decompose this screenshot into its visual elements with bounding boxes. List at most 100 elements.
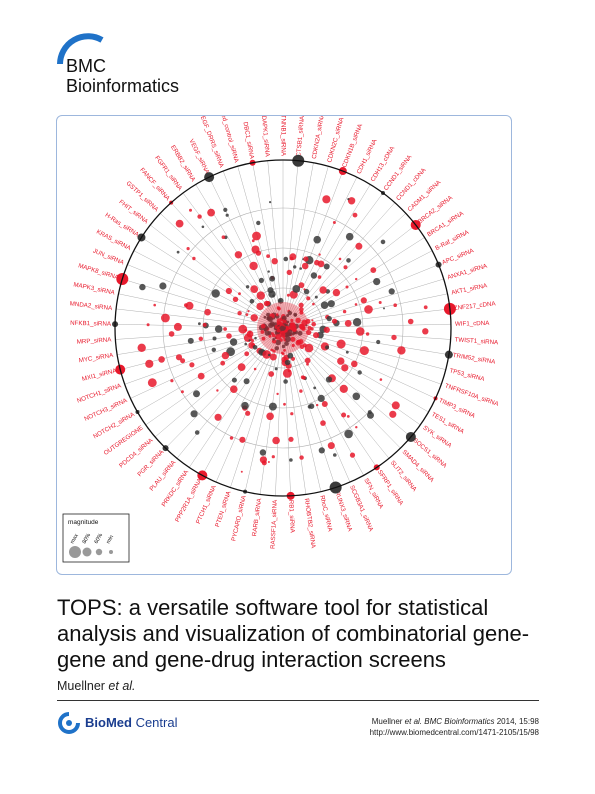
data-point [282,319,285,322]
data-point [287,369,291,373]
article-title: TOPS: a versatile software tool for stat… [57,595,530,672]
data-point [268,290,276,298]
grid-spoke [137,331,277,413]
data-point [373,278,381,286]
data-point [204,308,211,316]
publisher-name-rest: Central [131,715,178,730]
data-point [198,336,203,341]
data-point [212,336,217,341]
data-point [186,247,190,251]
data-point [407,318,414,325]
data-point [275,313,279,317]
grid-spoke [289,250,433,325]
grid-spoke [170,202,278,323]
data-point [239,436,246,443]
data-point [301,262,309,270]
grid-spoke [141,237,277,324]
citation-authors: Muellner [371,717,403,726]
grid-spoke [286,184,371,322]
data-point [336,339,346,349]
data-point [269,353,277,361]
data-point [272,436,280,445]
data-point [326,315,332,322]
data-point [354,303,358,306]
data-point [311,319,314,322]
citation-url[interactable]: http://www.biomedcentral.com/1471-2105/1… [369,728,539,737]
legend-tick: 60% [94,532,105,545]
data-point [246,330,254,338]
data-point [343,265,348,270]
data-point [264,330,270,336]
data-point [256,220,261,226]
data-point [286,320,290,324]
grid-spoke [290,331,436,399]
data-point [168,331,175,337]
data-point [308,403,315,410]
axis-label: MXI1_siRNA [81,367,118,383]
data-point [283,379,288,384]
data-point [274,346,279,351]
grid-spoke [290,328,451,340]
article-authors: Muellner et al. [57,679,136,693]
legend-tick: 80% [82,532,93,545]
axis-label: MYC_siRNA [78,352,114,365]
grid-spoke [289,237,425,324]
data-point [198,322,201,326]
data-point [289,256,294,261]
data-point [352,318,362,327]
data-point [161,313,170,323]
axis-label: RASSF1A_siRNA [270,499,279,549]
data-point [299,307,304,312]
data-point [276,328,281,333]
data-point [275,339,281,346]
data-point [341,412,347,418]
data-point [271,333,276,338]
data-point [268,402,277,411]
data-point [241,401,249,410]
data-point [250,285,259,293]
data-point [370,267,377,273]
data-point [288,436,294,442]
publisher-name-bold: BioMed [85,715,132,730]
data-point [344,320,352,327]
data-point [234,251,243,259]
data-point [276,392,279,396]
axis-label: APC_siRNA [441,247,476,267]
data-point [223,327,228,331]
data-point [231,377,237,383]
data-point [238,324,248,334]
data-point [180,358,186,364]
data-point [325,345,330,350]
data-point [360,297,367,304]
data-point [423,305,428,310]
axis-label: RHOBTB2_siRNA [303,498,317,550]
data-point [393,303,398,307]
data-point [192,256,196,261]
data-point [266,412,274,421]
data-point [306,296,311,301]
grid-spoke [116,308,276,328]
grid-spoke [287,334,390,459]
axis-label: DAPK1_siRNA [260,116,271,158]
data-point [267,316,273,322]
data-point [159,282,167,290]
data-point [256,291,265,300]
data-point [391,401,400,410]
data-point [268,371,275,377]
data-point [287,352,294,359]
data-point [289,458,293,462]
data-point [248,339,251,342]
data-point [175,219,184,228]
data-point [357,370,362,375]
data-point [266,312,271,317]
journal-logo-line2: Bioinformatics [66,76,180,96]
legend-tick: max [70,533,81,545]
data-point [341,364,349,372]
data-point [364,305,373,314]
axis-label: AKT1_siRNA [451,282,489,296]
data-point [266,254,270,258]
data-point [285,336,291,343]
data-point [270,348,274,352]
data-point [291,332,295,336]
data-point [287,329,293,335]
